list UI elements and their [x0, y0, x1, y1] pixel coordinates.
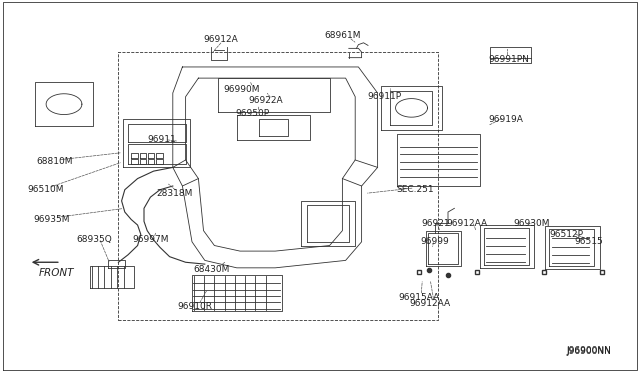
Text: 96910R: 96910R: [178, 302, 212, 311]
Text: 68430M: 68430M: [193, 265, 229, 274]
Text: 96915AA: 96915AA: [399, 293, 440, 302]
Text: 68961M: 68961M: [324, 31, 361, 40]
Text: J96900NN: J96900NN: [566, 346, 611, 355]
Text: J96900NN: J96900NN: [566, 347, 611, 356]
Text: 96911: 96911: [148, 135, 176, 144]
Text: 96510M: 96510M: [28, 185, 65, 194]
Text: 96990M: 96990M: [223, 85, 260, 94]
Text: 96515: 96515: [575, 237, 603, 246]
Text: 96911P: 96911P: [367, 92, 401, 101]
Text: 96912AA: 96912AA: [410, 299, 451, 308]
Text: 96935M: 96935M: [33, 215, 70, 224]
Text: 96512P: 96512P: [549, 230, 584, 239]
Text: 96912A: 96912A: [204, 35, 238, 44]
Text: 68810M: 68810M: [36, 157, 73, 166]
Text: 96950P: 96950P: [236, 109, 270, 118]
Text: 68935Q: 68935Q: [77, 235, 113, 244]
Text: 96997M: 96997M: [132, 235, 169, 244]
Text: 96991PN: 96991PN: [488, 55, 529, 64]
Text: 96999: 96999: [421, 237, 449, 246]
Text: 96919A: 96919A: [488, 115, 523, 124]
Text: 28318M: 28318M: [156, 189, 192, 198]
Text: SEC.251: SEC.251: [396, 185, 433, 194]
Text: FRONT: FRONT: [38, 269, 74, 278]
Text: 96912AA: 96912AA: [447, 219, 488, 228]
Text: 96922A: 96922A: [248, 96, 283, 105]
Text: 96930M: 96930M: [513, 219, 550, 228]
Text: 96921: 96921: [421, 219, 449, 228]
